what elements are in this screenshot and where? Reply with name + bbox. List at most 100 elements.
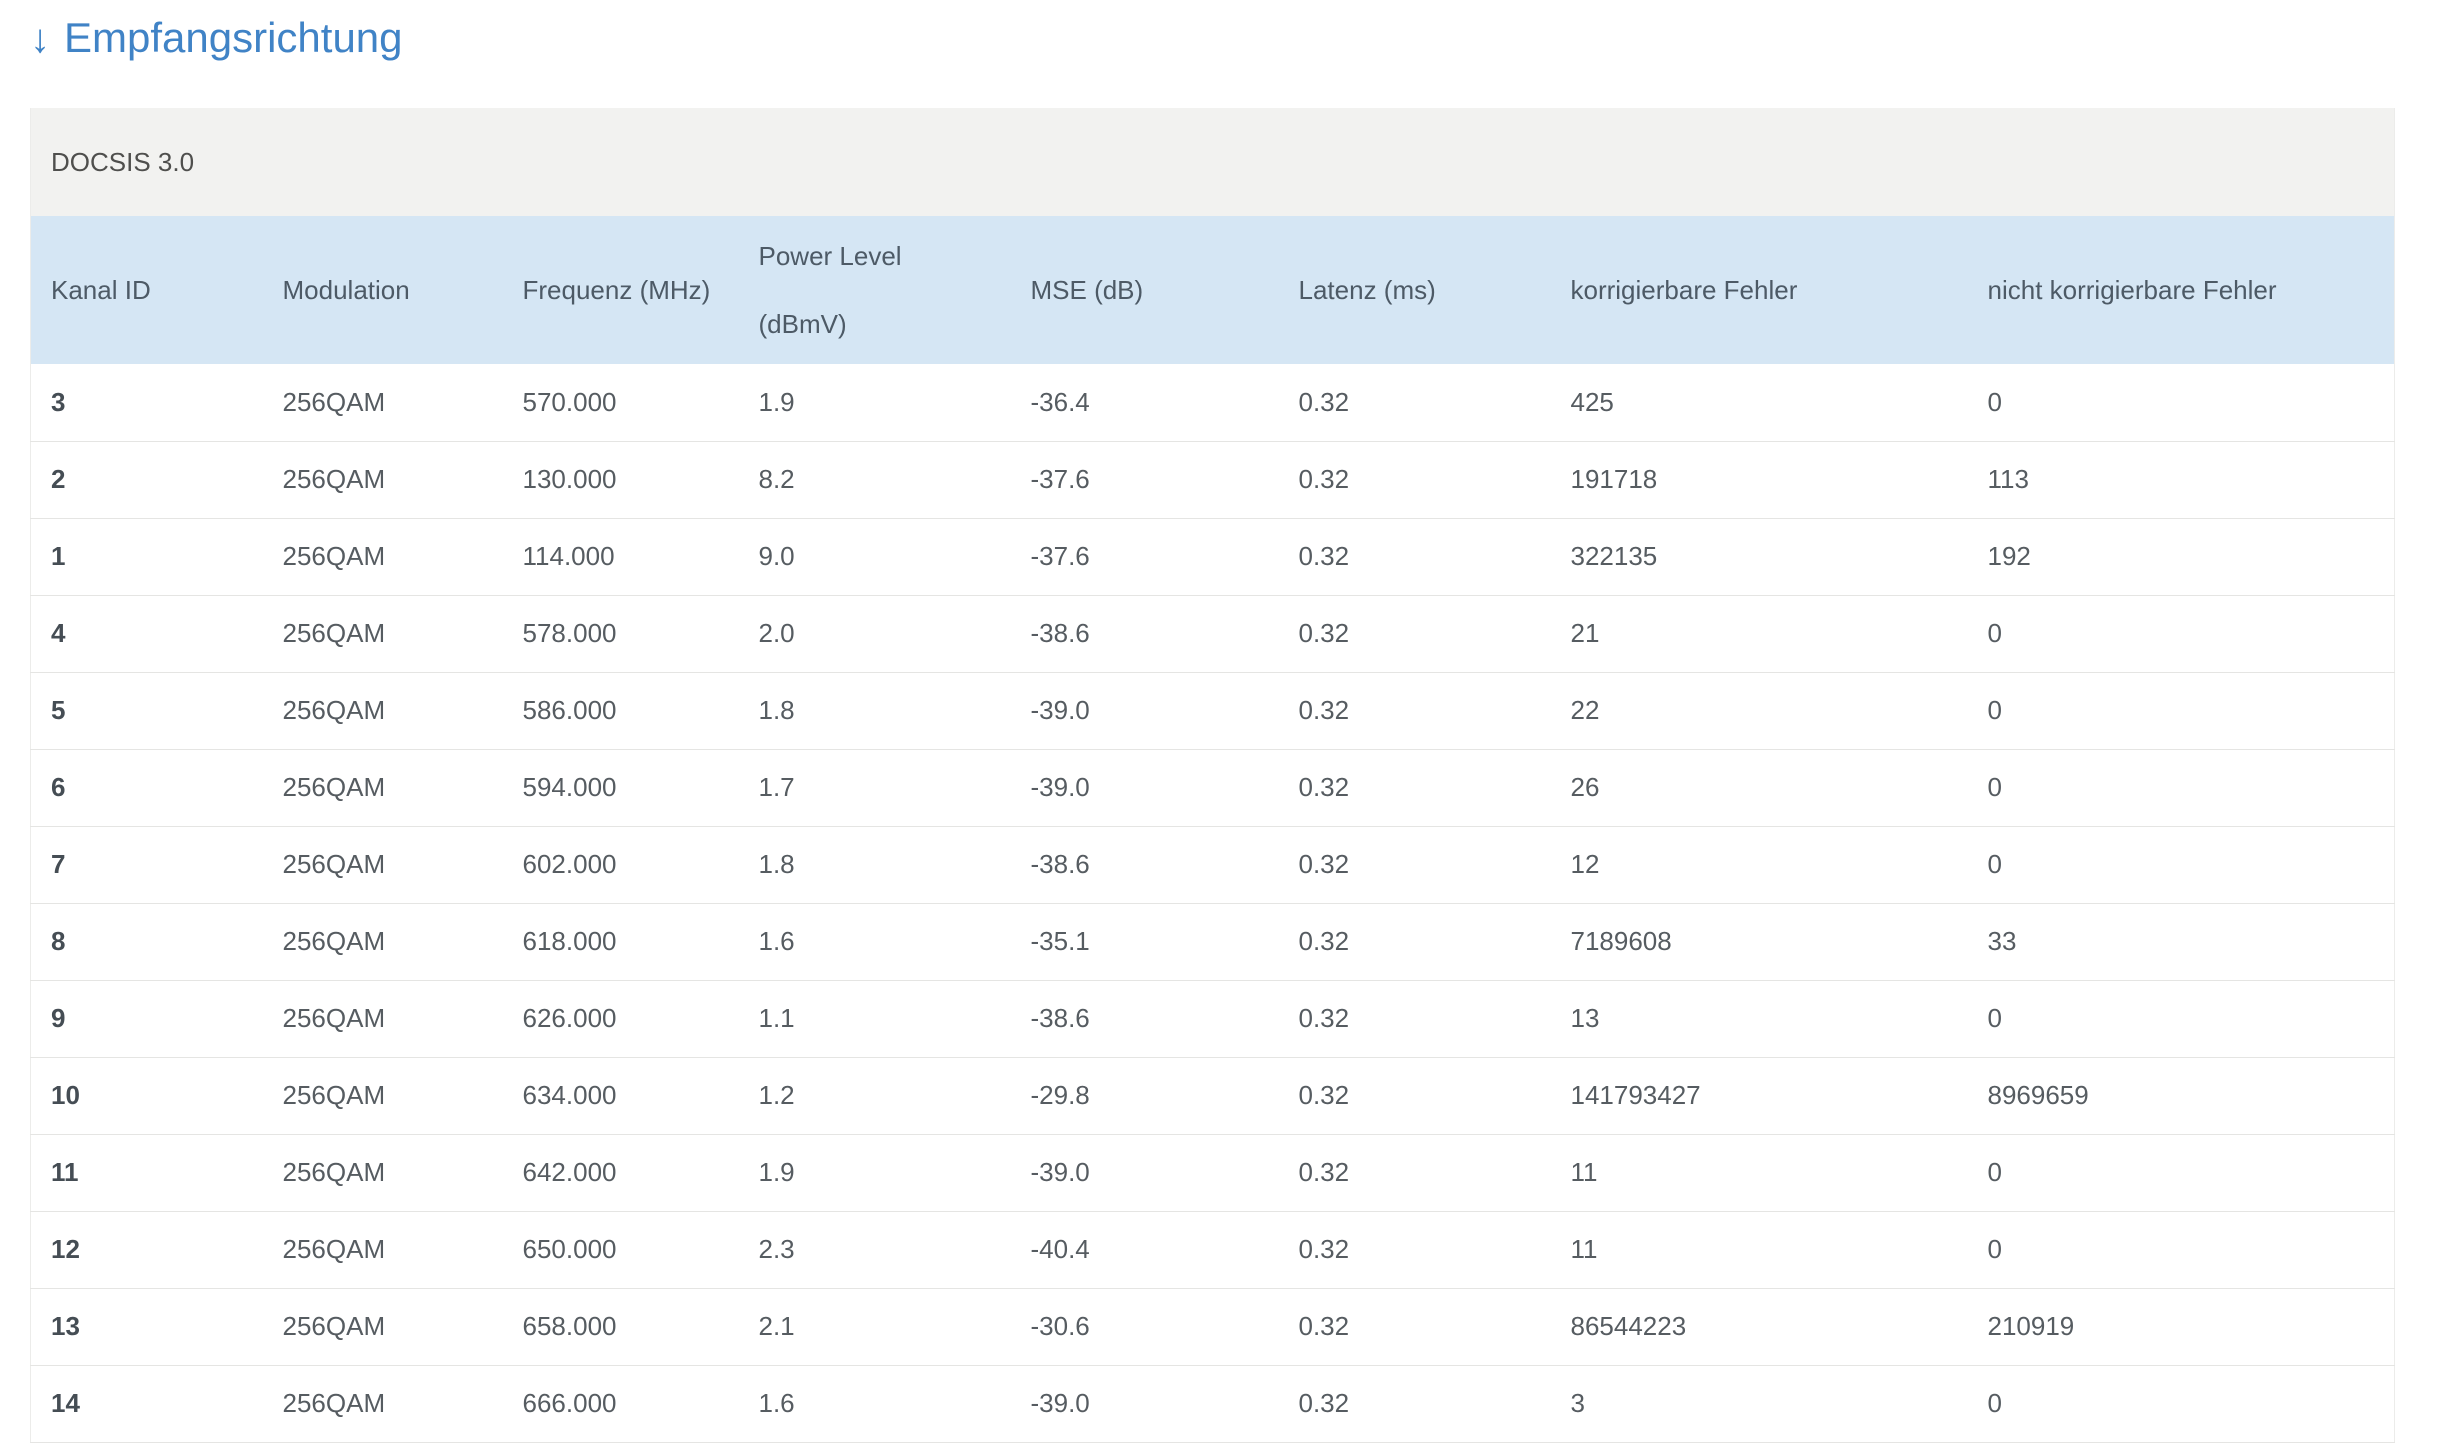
table-row: 4 256QAM 578.000 2.0 -38.6 0.32 21 0: [30, 594, 2395, 673]
table-cell: 256QAM: [262, 1364, 503, 1443]
table-section-row: DOCSIS 3.0: [30, 108, 2395, 217]
down-arrow-icon: ↓: [30, 17, 50, 61]
table-cell: -39.0: [1010, 1133, 1279, 1212]
table-cell: 0.32: [1278, 825, 1551, 904]
table-row: 1 256QAM 114.000 9.0 -37.6 0.32 322135 192: [30, 517, 2395, 596]
table-cell: 0.32: [1278, 748, 1551, 827]
table-cell: 130.000: [502, 440, 739, 519]
table-cell: 425: [1550, 364, 1968, 442]
table-cell: 0: [1967, 1133, 2395, 1212]
table-cell: 256QAM: [262, 902, 503, 981]
table-cell: 586.000: [502, 671, 739, 750]
channel-id-cell: 7: [30, 825, 263, 904]
table-cell: 12: [1550, 825, 1968, 904]
table-cell: 0.32: [1278, 671, 1551, 750]
table-cell: -38.6: [1010, 979, 1279, 1058]
channel-id-cell: 4: [30, 594, 263, 673]
table-cell: 13: [1550, 979, 1968, 1058]
table-cell: 114.000: [502, 517, 739, 596]
table-cell: 666.000: [502, 1364, 739, 1443]
channel-id-cell: 10: [30, 1056, 263, 1135]
header-cell: MSE (dB): [1010, 216, 1279, 365]
table-cell: 1.8: [738, 671, 1011, 750]
section-toggle-link[interactable]: ↓ Empfangsrichtung: [30, 14, 403, 62]
docsis-table-container: DOCSIS 3.0 Kanal ID Modulation Frequenz (M…: [30, 108, 2395, 1443]
table-cell: 1.7: [738, 748, 1011, 827]
table-cell: 0.32: [1278, 1133, 1551, 1212]
table-row: 6 256QAM 594.000 1.7 -39.0 0.32 26 0: [30, 748, 2395, 827]
table-row: 5 256QAM 586.000 1.8 -39.0 0.32 22 0: [30, 671, 2395, 750]
table-cell: 256QAM: [262, 825, 503, 904]
table-cell: -29.8: [1010, 1056, 1279, 1135]
table-cell: 0: [1967, 825, 2395, 904]
table-cell: 0.32: [1278, 979, 1551, 1058]
channel-id-cell: 11: [30, 1133, 263, 1212]
table-cell: 634.000: [502, 1056, 739, 1135]
table-cell: 0: [1967, 594, 2395, 673]
header-cell: Frequenz (MHz): [502, 216, 739, 365]
header-cell: Power Level (dBmV): [738, 216, 1011, 365]
table-cell: -38.6: [1010, 825, 1279, 904]
table-cell: 1.6: [738, 902, 1011, 981]
channel-id-cell: 14: [30, 1364, 263, 1443]
table-cell: 1.9: [738, 364, 1011, 442]
table-cell: 0.32: [1278, 364, 1551, 442]
table-cell: 9.0: [738, 517, 1011, 596]
table-cell: 8969659: [1967, 1056, 2395, 1135]
table-cell: 1.9: [738, 1133, 1011, 1212]
table-cell: 256QAM: [262, 440, 503, 519]
table-cell: 1.1: [738, 979, 1011, 1058]
table-header-row: Kanal ID Modulation Frequenz (MHz) Power Le…: [30, 216, 2395, 365]
table-cell: 256QAM: [262, 1133, 503, 1212]
table-cell: 602.000: [502, 825, 739, 904]
table-cell: 256QAM: [262, 1056, 503, 1135]
table-row: 14 256QAM 666.000 1.6 -39.0 0.32 3 0: [30, 1364, 2395, 1443]
table-cell: -30.6: [1010, 1287, 1279, 1366]
table-row: 7 256QAM 602.000 1.8 -38.6 0.32 12 0: [30, 825, 2395, 904]
table-cell: 0.32: [1278, 440, 1551, 519]
table-row: 11 256QAM 642.000 1.9 -39.0 0.32 11 0: [30, 1133, 2395, 1212]
table-cell: 658.000: [502, 1287, 739, 1366]
table-cell: 192: [1967, 517, 2395, 596]
table-cell: 256QAM: [262, 979, 503, 1058]
table-cell: 256QAM: [262, 1287, 503, 1366]
header-cell: Kanal ID: [30, 216, 263, 365]
table-row: 8 256QAM 618.000 1.6 -35.1 0.32 7189608 33: [30, 902, 2395, 981]
table-cell: 594.000: [502, 748, 739, 827]
table-cell: 7189608: [1550, 902, 1968, 981]
table-cell: -39.0: [1010, 671, 1279, 750]
table-cell: 1.8: [738, 825, 1011, 904]
table-cell: 0.32: [1278, 517, 1551, 596]
table-cell: 141793427: [1550, 1056, 1968, 1135]
table-cell: 650.000: [502, 1210, 739, 1289]
table-cell: 0.32: [1278, 1364, 1551, 1443]
table-cell: 618.000: [502, 902, 739, 981]
table-section-title: DOCSIS 3.0: [30, 108, 2395, 217]
table-cell: 21: [1550, 594, 1968, 673]
table-row: 12 256QAM 650.000 2.3 -40.4 0.32 11 0: [30, 1210, 2395, 1289]
table-cell: 626.000: [502, 979, 739, 1058]
table-cell: -37.6: [1010, 440, 1279, 519]
docsis-channel-table: DOCSIS 3.0 Kanal ID Modulation Frequenz (M…: [30, 108, 2395, 1443]
table-cell: -40.4: [1010, 1210, 1279, 1289]
table-cell: 1.6: [738, 1364, 1011, 1443]
table-cell: 256QAM: [262, 1210, 503, 1289]
table-row: 2 256QAM 130.000 8.2 -37.6 0.32 191718 113: [30, 440, 2395, 519]
table-cell: 1.2: [738, 1056, 1011, 1135]
table-cell: 33: [1967, 902, 2395, 981]
table-cell: -39.0: [1010, 748, 1279, 827]
table-cell: 11: [1550, 1210, 1968, 1289]
header-cell: Latenz (ms): [1278, 216, 1551, 365]
table-cell: 0.32: [1278, 1287, 1551, 1366]
table-cell: -35.1: [1010, 902, 1279, 981]
table-cell: 322135: [1550, 517, 1968, 596]
table-body: 3 256QAM 570.000 1.9 -36.4 0.32 425 0 2 256QAM 130…: [30, 364, 2395, 1443]
table-cell: 256QAM: [262, 517, 503, 596]
channel-id-cell: 6: [30, 748, 263, 827]
header-cell: korrigierbare Fehler: [1550, 216, 1968, 365]
table-cell: 2.3: [738, 1210, 1011, 1289]
header-cell: nicht korrigierbare Fehler: [1967, 216, 2395, 365]
table-cell: 0: [1967, 1210, 2395, 1289]
table-row: 13 256QAM 658.000 2.1 -30.6 0.32 86544223 21091…: [30, 1287, 2395, 1366]
table-cell: 570.000: [502, 364, 739, 442]
